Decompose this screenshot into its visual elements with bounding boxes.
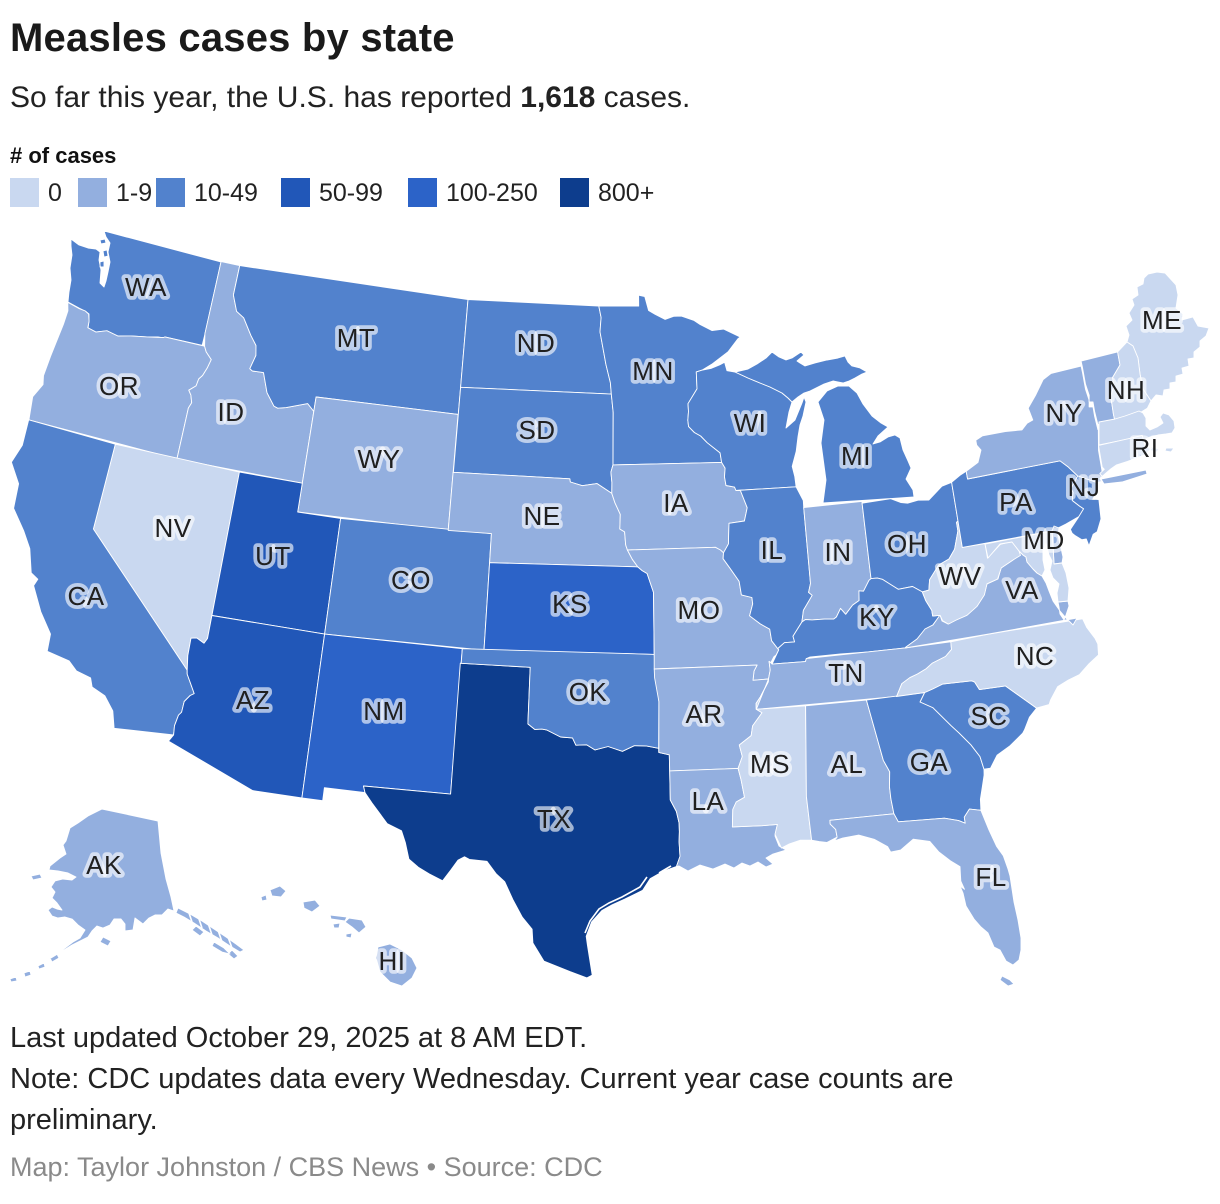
- svg-text:PA: PA: [999, 487, 1033, 517]
- svg-text:IL: IL: [761, 535, 784, 565]
- svg-text:GA: GA: [910, 747, 949, 777]
- svg-text:WA: WA: [125, 272, 167, 302]
- svg-text:ND: ND: [517, 328, 556, 358]
- svg-text:RI: RI: [1132, 433, 1159, 463]
- svg-text:MI: MI: [841, 441, 871, 471]
- svg-text:NJ: NJ: [1068, 472, 1101, 502]
- svg-text:OR: OR: [99, 371, 139, 401]
- svg-text:LA: LA: [692, 786, 725, 816]
- svg-text:TN: TN: [828, 658, 864, 688]
- svg-text:TX: TX: [537, 804, 571, 834]
- svg-text:VA: VA: [1005, 575, 1039, 605]
- svg-text:WI: WI: [734, 408, 767, 438]
- svg-text:SD: SD: [518, 415, 555, 445]
- svg-text:CA: CA: [67, 581, 104, 611]
- svg-text:NC: NC: [1016, 641, 1055, 671]
- svg-text:IA: IA: [663, 488, 689, 518]
- svg-text:CO: CO: [391, 565, 431, 595]
- svg-text:KY: KY: [859, 602, 895, 632]
- svg-text:HI: HI: [379, 946, 406, 976]
- svg-text:AK: AK: [86, 850, 122, 880]
- svg-text:KS: KS: [552, 589, 588, 619]
- svg-text:NV: NV: [154, 513, 191, 543]
- svg-text:WV: WV: [939, 561, 982, 591]
- svg-text:UT: UT: [255, 541, 291, 571]
- svg-text:WY: WY: [358, 444, 401, 474]
- svg-text:NE: NE: [523, 501, 560, 531]
- svg-text:NH: NH: [1107, 375, 1146, 405]
- svg-text:SC: SC: [970, 701, 1007, 731]
- svg-text:MO: MO: [678, 595, 721, 625]
- svg-text:OH: OH: [887, 529, 927, 559]
- svg-text:AR: AR: [685, 699, 722, 729]
- svg-text:OK: OK: [569, 677, 608, 707]
- svg-text:ME: ME: [1142, 305, 1182, 335]
- svg-text:MD: MD: [1023, 525, 1064, 555]
- svg-text:NM: NM: [363, 696, 404, 726]
- svg-text:NY: NY: [1045, 398, 1082, 428]
- svg-text:MS: MS: [750, 749, 790, 779]
- svg-text:FL: FL: [975, 862, 1006, 892]
- svg-text:IN: IN: [825, 537, 852, 567]
- svg-text:MT: MT: [337, 323, 376, 353]
- svg-text:ID: ID: [218, 397, 245, 427]
- svg-text:AZ: AZ: [236, 685, 270, 715]
- svg-text:AL: AL: [831, 749, 864, 779]
- svg-text:MN: MN: [632, 356, 673, 386]
